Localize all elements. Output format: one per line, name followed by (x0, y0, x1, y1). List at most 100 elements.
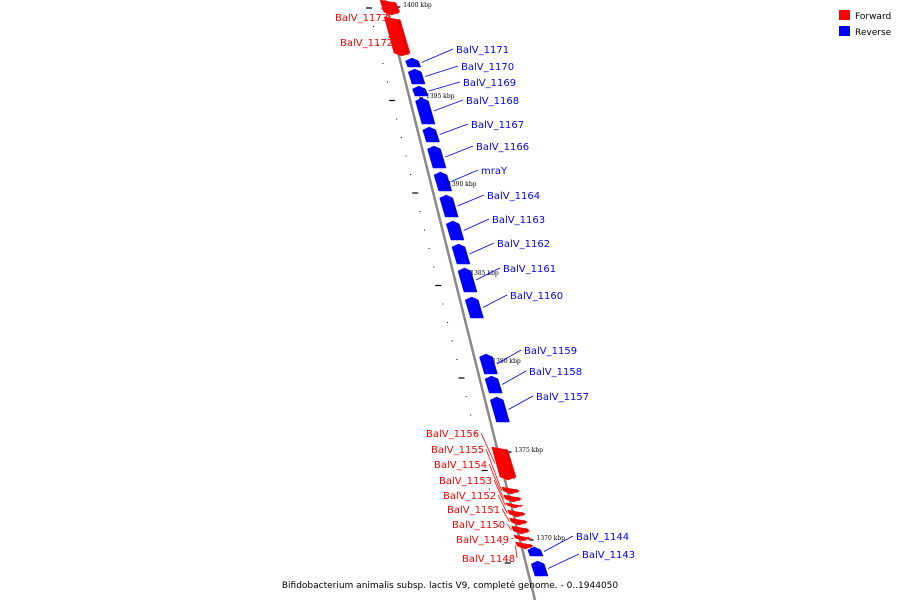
gene-leader-line (387, 36, 396, 43)
gene-leader-line (421, 48, 454, 63)
gene-box-shade (495, 377, 502, 393)
gene-box (415, 97, 436, 125)
gene-leader-line (469, 242, 495, 255)
gene-label: BalV_1157 (536, 392, 589, 403)
gene-box-shade (528, 543, 533, 549)
gene-box-shade (437, 147, 445, 168)
gene-leader-line (439, 123, 469, 135)
gene-leader-line (508, 395, 534, 410)
gene-leader-line (493, 479, 506, 506)
gene-box (479, 353, 498, 375)
gene-leader-line (463, 218, 490, 231)
gene-label: BalV_1170 (461, 62, 514, 73)
gene-label: BalV_1161 (503, 264, 556, 275)
gene-box (445, 220, 465, 241)
gene-box (439, 194, 459, 218)
gene-box-shade (541, 562, 547, 576)
gene-box (464, 296, 484, 319)
gene-label: BalV_1154 (434, 460, 487, 471)
gene-label: BalV_1151 (447, 505, 500, 516)
gene-box (451, 243, 471, 265)
gene-label: BalV_1148 (462, 554, 515, 565)
gene-leader-line (485, 448, 502, 491)
gene-label: BalV_1172 (340, 38, 393, 49)
gene-box (489, 396, 510, 423)
gene-label: BalV_1168 (466, 96, 519, 107)
gene-label: BalV_1150 (452, 520, 505, 531)
scale-label: 1370 kbp (537, 535, 566, 542)
gene-leader-line (482, 294, 508, 308)
gene-leader-line (488, 463, 504, 499)
gene-box-shade (524, 527, 529, 534)
gene-leader-line (543, 535, 574, 552)
gene-label: BalV_1162 (497, 239, 550, 250)
forward-swatch (839, 10, 850, 20)
gene-label: BalV_1155 (431, 445, 484, 456)
gene-leader-line (451, 169, 479, 182)
legend-item-reverse: Reverse (839, 26, 892, 38)
scale-label: 1375 kbp (515, 447, 544, 454)
gene-box (527, 546, 544, 557)
gene-box-shade (449, 196, 458, 217)
gene-label: BalV_1156 (426, 429, 479, 440)
gene-box (433, 171, 453, 192)
gene-label: BalV_1160 (510, 291, 563, 302)
gene-leader-line (501, 370, 527, 385)
gene-label: mraY (481, 166, 508, 177)
gene-box-shade (520, 511, 525, 517)
gene-box-shade (456, 222, 463, 240)
gene-box-shade (415, 59, 420, 67)
gene-box-shade (462, 245, 469, 264)
gene-label: BalV_1152 (443, 491, 496, 502)
reverse-swatch (839, 26, 850, 36)
gene-box-shade (418, 70, 424, 84)
gene-leader-line (497, 494, 508, 514)
gene-label: BalV_1173 (335, 13, 388, 24)
gene-leader-line (547, 553, 580, 569)
legend-reverse-label: Reverse (855, 28, 892, 38)
gene-leader-line (457, 194, 485, 207)
gene-leader-line (445, 145, 474, 158)
gene-box (427, 145, 447, 169)
legend-forward-label: Forward (855, 12, 891, 22)
gene-box-shade (397, 18, 409, 56)
gene-box-shade (425, 99, 434, 124)
gene-box-shade (514, 488, 519, 494)
gene-track (379, 0, 549, 577)
gene-label: BalV_1169 (463, 78, 516, 89)
gene-box-shade (468, 269, 476, 292)
gene-box-shade (393, 1, 399, 15)
gene-box-shade (489, 355, 497, 374)
gene-label: BalV_1159 (524, 346, 577, 357)
gene-box-shade (500, 398, 509, 422)
gene-box-shade (518, 504, 522, 508)
scale-label: 1400 kbp (403, 2, 432, 9)
gene-box-shade (432, 128, 439, 142)
gene-leader-line (428, 81, 461, 92)
gene-box-shade (475, 298, 483, 318)
gene-box (457, 267, 478, 293)
gene-box-shade (444, 173, 451, 191)
gene-leader-line (514, 545, 518, 559)
gene-box-shade (526, 536, 531, 541)
gene-box-shade (522, 519, 527, 525)
gene-leader-line (480, 432, 496, 464)
gene-label: BalV_1143 (582, 550, 635, 561)
gene-labels: BalV_1173 BalV_1172 BalV_1171 BalV_1170 BalV… (335, 7, 635, 569)
gene-label: BalV_1167 (471, 120, 524, 131)
gene-leader-line (475, 267, 501, 281)
gene-leader-line (425, 65, 459, 77)
scale-label: 1390 kbp (448, 181, 477, 188)
gene-leader-line (510, 537, 514, 540)
gene-leader-line (433, 99, 464, 112)
legend-item-forward: Forward (839, 10, 891, 22)
genome-title-footer: Bifidobacterium animalis subsp. lactis V… (282, 581, 619, 591)
gene-box-shade (504, 448, 515, 480)
gene-label: BalV_1166 (476, 142, 529, 153)
gene-leader-line (506, 523, 512, 531)
gene-label: BalV_1171 (456, 45, 509, 56)
scale-label: 1380 kbp (492, 358, 521, 365)
gene-box (405, 57, 422, 68)
gene-box-shade (516, 496, 521, 502)
